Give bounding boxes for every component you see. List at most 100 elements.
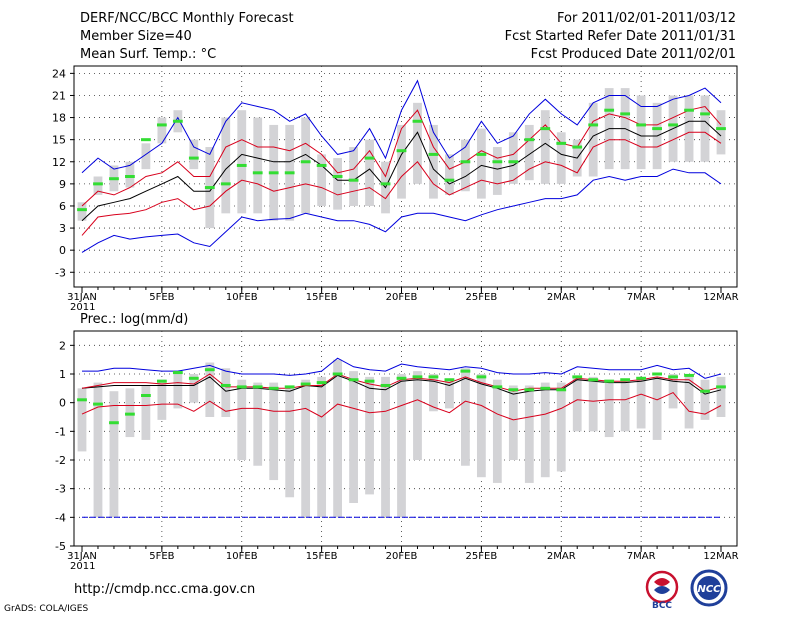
temp-x-tick-label: 15FEB [306, 292, 338, 303]
prec-y-tick-label: -5 [55, 540, 66, 553]
temp-median-marker [220, 182, 231, 186]
ncc-logo-icon: NCC [690, 569, 728, 607]
temp-median-marker [188, 156, 199, 160]
temp-box [684, 95, 694, 162]
prec-box [301, 379, 311, 518]
prec-median-marker [444, 378, 455, 382]
prec-box [397, 374, 406, 518]
prec-x-tick-label: 20FEB [386, 551, 418, 562]
prec-median-marker [428, 375, 439, 379]
temp-box [301, 117, 311, 214]
temp-y-tick-label: 6 [59, 200, 66, 213]
ncc-logo-text: NCC [697, 584, 721, 595]
temp-box [141, 143, 151, 170]
source-url[interactable]: http://cmdp.ncc.cma.gov.cn [74, 582, 256, 597]
temp-median-marker [348, 178, 359, 182]
temp-median-marker [620, 112, 631, 116]
prec-median-marker [77, 398, 87, 402]
chart-title: DERF/NCC/BCC Monthly Forecast [80, 11, 294, 26]
prec-median-marker [620, 378, 631, 382]
prec-y-tick-label: -3 [55, 483, 66, 496]
prec-x-tick-label: 12MAR [703, 551, 738, 562]
prec-box [285, 385, 295, 498]
temp-y-tick-label: 18 [52, 112, 66, 125]
temp-box [524, 124, 534, 181]
prec-median-marker [109, 421, 119, 425]
temp-box [333, 158, 342, 210]
prec-median-marker [684, 373, 694, 377]
temp-median-marker [300, 160, 311, 164]
prec-box [636, 379, 646, 429]
prec-box [109, 391, 119, 518]
prec-series-max [82, 357, 722, 379]
temp-y-tick-label: 21 [52, 89, 66, 102]
temp-median-marker [588, 123, 599, 127]
temp-median-marker [284, 171, 295, 175]
temp-box [221, 117, 231, 214]
prec-box [492, 379, 502, 483]
prec-box [620, 379, 630, 432]
prec-median-marker [348, 378, 359, 382]
temp-x-year-label: 2011 [70, 302, 95, 313]
temp-median-marker [93, 182, 103, 186]
prec-y-tick-label: 1 [59, 368, 66, 381]
prec-median-marker [332, 372, 343, 376]
temp-x-tick-label: 10FEB [226, 292, 258, 303]
temp-x-tick-label: 25FEB [466, 292, 498, 303]
prec-x-year-label: 2011 [70, 561, 95, 572]
prec-x-tick-label: 5FEB [149, 551, 174, 562]
prec-box [253, 382, 263, 466]
prec-median-marker [93, 402, 103, 406]
prec-median-marker [188, 376, 199, 380]
temp-median-marker [700, 112, 710, 116]
temp-box [349, 147, 358, 206]
prec-x-tick-label: 15FEB [306, 551, 338, 562]
forecast-period-label: For 2011/02/01-2011/03/12 [557, 11, 736, 26]
temp-box [317, 154, 327, 206]
temp-box [397, 124, 406, 199]
temp-series-mean [81, 120, 722, 222]
prec-box [476, 374, 486, 478]
temp-box [492, 147, 502, 195]
prec-y-tick-label: 2 [59, 339, 66, 352]
prec-box [141, 385, 151, 440]
temp-median-marker [540, 127, 551, 131]
prec-box [221, 368, 231, 417]
temp-y-tick-label: 3 [59, 222, 66, 235]
prec-box [604, 379, 614, 438]
temp-box [540, 110, 550, 184]
grads-credit: GrADS: COLA/IGES [4, 604, 89, 614]
prec-x-tick-label: 31JAN [67, 551, 97, 562]
temp-box [189, 139, 199, 170]
prec-series-mean [81, 374, 722, 395]
prec-box [381, 376, 390, 518]
temp-box [588, 102, 598, 177]
temp-median-marker [492, 160, 503, 164]
temp-series-max [81, 168, 722, 253]
temp-box [125, 161, 135, 188]
prec-median-marker [460, 369, 471, 373]
prec-box [700, 379, 710, 420]
prec-median-marker [476, 375, 487, 379]
temp-median-marker [252, 171, 263, 175]
prec-box [540, 382, 550, 478]
temp-box [508, 132, 518, 184]
prec-median-marker [236, 385, 247, 389]
prec-median-marker [700, 389, 710, 393]
prec-median-marker [524, 388, 535, 392]
prec-box [588, 376, 598, 432]
prec-x-tick-label: 10FEB [226, 551, 258, 562]
prec-box [445, 379, 454, 409]
prec-median-marker [172, 371, 183, 375]
prec-median-marker [540, 386, 551, 390]
prec-y-tick-label: -4 [55, 511, 66, 524]
prec-box [572, 376, 582, 432]
temp-box [93, 176, 103, 195]
prec-median-marker [125, 412, 135, 416]
temp-y-tick-label: 12 [52, 156, 66, 169]
prec-box [317, 376, 327, 518]
temp-median-marker [204, 186, 215, 190]
prec-x-tick-label: 25FEB [466, 551, 498, 562]
prec-box [668, 374, 678, 409]
prec-box [429, 374, 438, 412]
